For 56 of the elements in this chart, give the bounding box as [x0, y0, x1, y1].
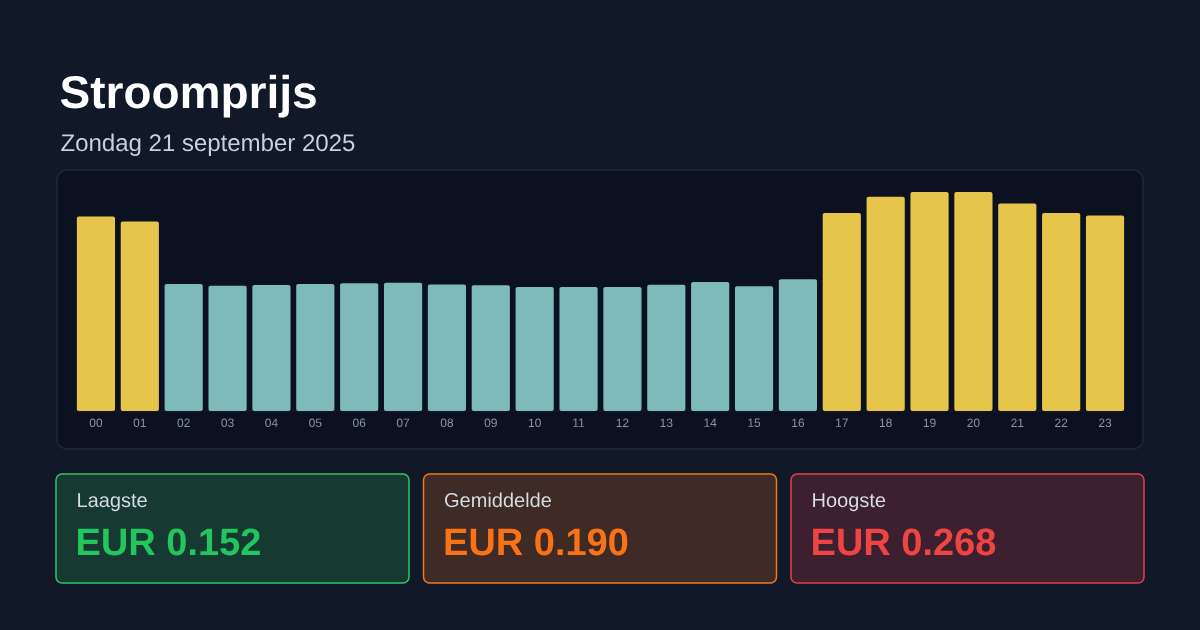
x-tick-label: 12 — [616, 418, 629, 427]
x-tick-label: 01 — [133, 418, 146, 428]
text: Laagste — [78, 493, 147, 512]
bar — [822, 213, 861, 411]
text: EUR 0.268 — [813, 528, 996, 556]
x-tick-label: 14 — [704, 418, 717, 427]
x-tick-label: 07 — [396, 418, 410, 428]
text: Hoogste — [813, 493, 886, 512]
bar — [252, 285, 291, 411]
bar — [603, 287, 642, 411]
x-tick-label: 21 — [1011, 418, 1024, 427]
bar — [296, 283, 335, 411]
x-tick-label: 17 — [836, 418, 848, 427]
bar — [1085, 215, 1125, 411]
x-tick-label: 06 — [352, 418, 366, 428]
bar — [120, 221, 159, 411]
chart-title: Stroomprijs — [60, 74, 316, 118]
bar — [734, 286, 774, 411]
x-tick-label: 18 — [879, 418, 892, 428]
x-tick-label: 13 — [660, 418, 673, 428]
bar — [208, 285, 247, 411]
x-tick-label: 03 — [221, 418, 234, 428]
text: Gemiddelde — [445, 492, 551, 508]
x-tick-label: 05 — [309, 418, 322, 428]
x-tick-label: 04 — [265, 418, 278, 428]
text: EUR 0.190 — [445, 528, 628, 556]
bar — [427, 284, 467, 411]
chart-subtitle: Zondag 21 september 2025 — [61, 133, 355, 156]
bar — [998, 203, 1037, 411]
x-tick-label: 00 — [89, 418, 103, 428]
bar — [954, 192, 993, 411]
x-tick-label: 10 — [528, 418, 541, 428]
x-tick-label: 08 — [440, 418, 454, 428]
bar — [778, 279, 818, 411]
bar — [515, 287, 554, 411]
bar — [76, 216, 116, 411]
x-tick-label: 22 — [1055, 418, 1068, 427]
bar — [866, 196, 905, 411]
bar — [471, 285, 510, 411]
x-tick-label: 19 — [923, 418, 936, 428]
bar — [647, 284, 686, 411]
bar — [1042, 213, 1081, 411]
x-tick-label: 23 — [1098, 418, 1112, 428]
text: EUR 0.152 — [78, 528, 260, 556]
bar — [383, 282, 423, 411]
bar — [910, 192, 949, 411]
x-tick-label: 11 — [573, 418, 585, 427]
bar — [559, 287, 598, 411]
x-tick-label: 15 — [748, 418, 761, 427]
bar — [340, 283, 379, 411]
x-tick-label: 16 — [792, 418, 805, 428]
bar — [691, 282, 730, 411]
x-tick-label: 20 — [967, 418, 980, 428]
x-tick-label: 02 — [177, 418, 190, 428]
bar — [164, 283, 203, 411]
x-tick-label: 09 — [484, 418, 497, 428]
